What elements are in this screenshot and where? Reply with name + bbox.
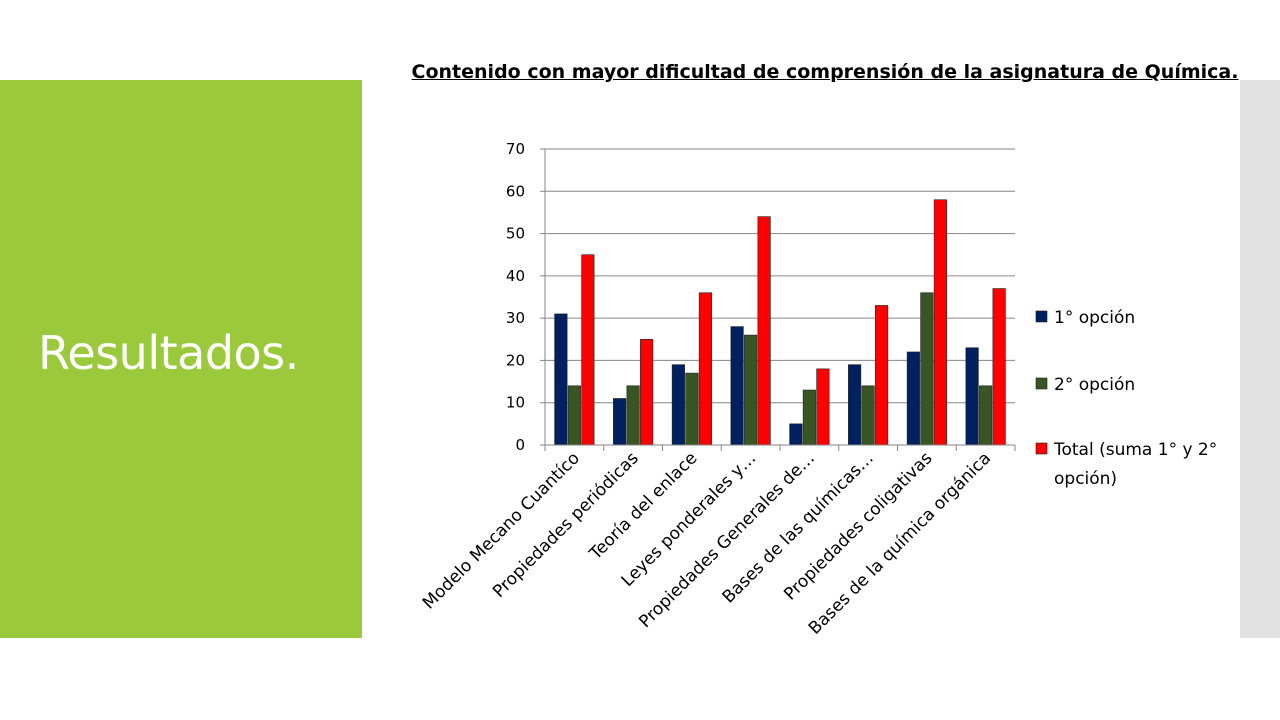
bar-2-4	[744, 334, 758, 446]
y-tick-label: 30	[506, 309, 525, 327]
bar-2-3	[685, 372, 699, 446]
bar-1-3	[671, 364, 685, 446]
bar-3-7	[933, 199, 947, 446]
y-tick-label: 0	[515, 436, 525, 454]
slide-title: Resultados.	[38, 326, 299, 380]
legend: 1° opción 2° opción Total (suma 1° y 2° opc…	[1035, 308, 1217, 489]
legend-swatch-2	[1035, 377, 1048, 390]
bar-1-1	[554, 313, 568, 446]
bar-1-6	[848, 364, 862, 446]
bar-3-8	[992, 288, 1006, 446]
y-tick-label: 40	[506, 267, 525, 285]
chart-title: Contenido con mayor dificultad de compre…	[411, 61, 1239, 83]
bar-3-4	[757, 216, 771, 446]
bar-1-7	[906, 351, 920, 446]
bar-2-7	[920, 292, 934, 446]
x-category-label: Teoría del enlace	[585, 448, 701, 564]
y-tick-label: 10	[506, 394, 525, 412]
y-tick-label: 60	[506, 182, 525, 200]
bars	[554, 199, 1006, 446]
legend-label-2: 2° opción	[1054, 375, 1135, 395]
bar-3-5	[816, 368, 830, 446]
bar-1-8	[965, 347, 979, 446]
bar-1-2	[613, 398, 627, 446]
bar-3-2	[640, 338, 654, 446]
bar-2-5	[802, 389, 816, 446]
bar-3-3	[698, 292, 712, 446]
bar-2-1	[567, 385, 581, 446]
y-tick-label: 70	[506, 140, 525, 158]
legend-label-3: Total (suma 1° y 2° opción)	[1053, 440, 1217, 489]
bar-3-1	[581, 254, 595, 446]
bar-1-4	[730, 326, 744, 446]
green-side-panel	[0, 80, 362, 638]
bar-2-2	[626, 385, 640, 446]
legend-swatch-1	[1035, 310, 1048, 323]
legend-swatch-3	[1035, 442, 1048, 455]
bar-3-6	[875, 305, 889, 446]
y-tick-label: 50	[506, 225, 525, 243]
y-axis-ticks: 0 10 20 30 40 50 60 70	[506, 140, 545, 454]
bar-2-8	[979, 385, 993, 446]
bar-1-5	[789, 423, 803, 446]
axes	[544, 149, 1016, 451]
bar-2-6	[861, 385, 875, 446]
legend-label-1: 1° opción	[1054, 308, 1135, 328]
gray-side-strip	[1240, 80, 1280, 638]
y-tick-label: 20	[506, 351, 525, 369]
